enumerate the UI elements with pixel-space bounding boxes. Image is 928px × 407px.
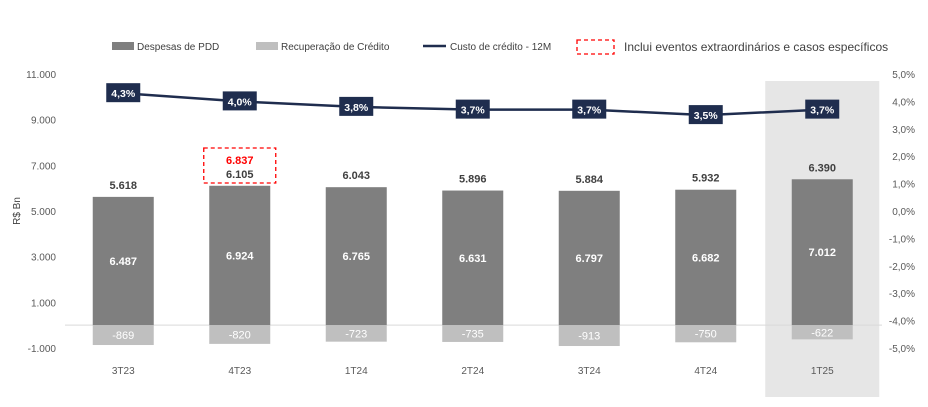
net-value-label: 6.105 <box>226 169 254 181</box>
legend: Despesas de PDD Recuperação de Crédito C… <box>112 39 888 55</box>
pdd-value-label: 6.682 <box>692 252 720 264</box>
legend-pdd-swatch <box>112 42 134 50</box>
credit-cost-marker <box>688 105 723 125</box>
pdd-value-label: 7.012 <box>808 247 836 259</box>
credit-cost-label: 4,0% <box>228 96 253 108</box>
bar-labels: 6.487 -869 5.618 6.924 -820 6.105 6.765 -723 6.0… <box>109 147 836 343</box>
pdd-value-label: 6.797 <box>575 253 603 265</box>
recovery-value-label: -820 <box>229 330 251 342</box>
recovery-bar <box>92 325 154 346</box>
y2-axis-ticks: 5,0% 4,0% 3,0% 2,0% 1,0% 0,0% -1,0% -2,0% -3,0% -… <box>889 70 915 355</box>
credit-cost-label: 3,5% <box>694 110 719 122</box>
pdd-bar <box>558 190 620 326</box>
y2-tick-label: -4,0% <box>889 317 915 328</box>
pdd-value-label: 6.631 <box>459 253 487 265</box>
recovery-value-label: -735 <box>462 329 484 341</box>
y2-tick-label: -1,0% <box>889 234 915 245</box>
recovery-value-label: -750 <box>695 329 717 341</box>
credit-cost-label: 3,7% <box>461 105 486 117</box>
legend-extraordinary-box <box>576 39 615 55</box>
x-tick-label: 1T24 <box>345 366 368 377</box>
legend-cost-label: Custo de crédito - 12M <box>450 42 551 53</box>
pdd-bar <box>209 185 271 326</box>
recovery-value-label: -723 <box>345 328 367 340</box>
pdd-bar <box>675 189 737 326</box>
y-tick-label: 11.000 <box>26 70 56 81</box>
credit-cost-label: 3,7% <box>810 105 835 117</box>
y-tick-label: 3.000 <box>31 253 56 264</box>
x-tick-label: 4T23 <box>228 366 251 377</box>
y-axis-ticks: 11.000 9.000 7.000 5.000 3.000 1.000 -1.000 <box>26 70 56 355</box>
recovery-bar <box>791 325 853 340</box>
y-tick-label: 9.000 <box>31 116 56 127</box>
credit-cost-marker <box>455 99 490 119</box>
pdd-value-label: 6.924 <box>226 250 254 262</box>
x-tick-label: 2T24 <box>461 366 484 377</box>
legend-recovery-label: Recuperação de Crédito <box>281 42 390 53</box>
y2-tick-label: 3,0% <box>892 125 915 136</box>
net-value-label: 5.896 <box>459 174 487 186</box>
recovery-bar <box>558 325 620 347</box>
credit-cost-label: 3,8% <box>344 102 369 114</box>
y2-tick-label: 2,0% <box>892 152 915 163</box>
recovery-value-label: -913 <box>578 331 600 343</box>
recovery-bar <box>325 325 387 342</box>
x-tick-label: 3T24 <box>578 366 601 377</box>
net-value-label: 6.390 <box>808 162 836 174</box>
credit-cost-marker <box>339 96 374 116</box>
recovery-bar <box>442 325 504 342</box>
x-tick-label: 1T25 <box>811 366 834 377</box>
recovery-value-label: -622 <box>811 327 833 339</box>
legend-extraordinary-label: Inclui eventos extraordinários e casos e… <box>624 40 888 54</box>
y-tick-label: -1.000 <box>28 344 57 355</box>
pdd-value-label: 6.765 <box>342 251 370 263</box>
y2-tick-label: 0,0% <box>892 207 915 218</box>
net-value-label: 5.884 <box>575 174 603 186</box>
y-tick-label: 5.000 <box>31 207 56 218</box>
credit-cost-label: 3,7% <box>577 105 602 117</box>
x-tick-label: 4T24 <box>694 366 717 377</box>
extraordinary-value-label: 6.837 <box>226 155 254 167</box>
credit-cost-marker <box>805 99 840 119</box>
y2-tick-label: -3,0% <box>889 289 915 300</box>
pdd-bar <box>791 179 853 326</box>
extraordinary-box <box>203 147 277 184</box>
y2-tick-label: 1,0% <box>892 180 915 191</box>
y2-tick-label: 5,0% <box>892 70 915 81</box>
credit-cost-marker <box>572 99 607 119</box>
bars <box>92 179 853 347</box>
y-tick-label: 1.000 <box>31 298 56 309</box>
y2-tick-label: -5,0% <box>889 344 915 355</box>
x-axis-ticks: 3T23 4T23 1T24 2T24 3T24 4T24 1T25 <box>112 366 834 377</box>
credit-cost-series: 4,3% 4,0% 3,8% 3,7% 3,7% 3,5% 3,7% <box>106 83 840 125</box>
y2-tick-label: -2,0% <box>889 262 915 273</box>
legend-pdd-label: Despesas de PDD <box>137 42 219 53</box>
x-tick-label: 3T23 <box>112 366 135 377</box>
pdd-value-label: 6.487 <box>109 256 137 268</box>
net-value-label: 5.618 <box>109 180 137 192</box>
net-value-label: 5.932 <box>692 173 720 185</box>
y-axis-label: R$ Bn <box>12 197 23 225</box>
credit-cost-marker <box>106 83 141 103</box>
recovery-bar <box>209 325 271 344</box>
credit-cost-label: 4,3% <box>111 88 136 100</box>
pdd-bar <box>325 187 387 326</box>
y2-tick-label: 4,0% <box>892 97 915 108</box>
credit-cost-marker <box>222 91 257 111</box>
net-value-label: 6.043 <box>342 170 370 182</box>
recovery-bar <box>675 325 737 343</box>
y-tick-label: 7.000 <box>31 161 56 172</box>
pdd-bar <box>442 190 504 326</box>
recovery-value-label: -869 <box>112 330 134 342</box>
pdd-bar <box>92 196 154 326</box>
legend-recovery-swatch <box>256 42 278 50</box>
